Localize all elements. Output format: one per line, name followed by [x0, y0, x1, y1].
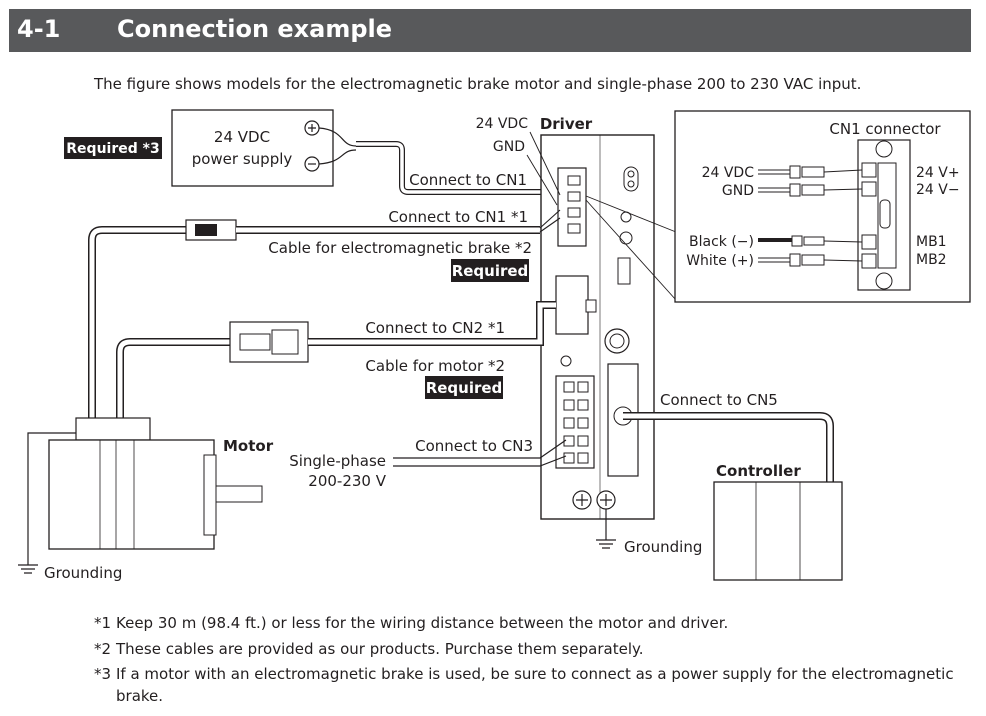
footnote-2-text: These cables are provided as our product… — [116, 640, 644, 658]
footnote-3-continued: brake. — [116, 687, 164, 705]
required-badge-motor-label: Required — [426, 379, 503, 397]
motor-flange — [75, 417, 151, 441]
cn1-gnd-label: GND — [493, 139, 525, 155]
connect-cn2-label: Connect to CN2 *1 — [365, 319, 505, 337]
power-supply-label-1: 24 VDC — [214, 128, 270, 146]
driver-ground-icon — [596, 539, 616, 549]
footnote-1-mark: *1 — [94, 614, 112, 632]
detail-24vp-label: 24 V+ — [916, 165, 960, 181]
required-badge-brake — [451, 259, 529, 282]
detail-mb2-label: MB2 — [916, 252, 947, 268]
connect-cn1-note-label: Connect to CN1 *1 — [388, 208, 528, 226]
detail-black-label: Black (−) — [689, 234, 754, 250]
detail-mb1-label: MB1 — [916, 234, 947, 250]
detail-white-label: White (+) — [686, 253, 754, 269]
motor-label: Motor — [223, 437, 274, 455]
cn2-port — [555, 275, 589, 335]
power-supply-label-2: power supply — [192, 150, 293, 168]
driver-label: Driver — [540, 115, 593, 133]
dial-icon-2 — [619, 231, 633, 245]
connect-cn1-label: Connect to CN1 — [409, 171, 527, 189]
detail-gnd-label: GND — [722, 183, 754, 199]
motor-ground-icon — [18, 564, 38, 574]
required-badge-3 — [64, 137, 162, 159]
power-supply-box — [171, 109, 334, 187]
motor-grounding-label: Grounding — [44, 564, 122, 582]
cn1-connector-title: CN1 connector — [829, 120, 941, 138]
section-title: Connection example — [117, 15, 393, 43]
connect-cn5-label: Connect to CN5 — [660, 391, 778, 409]
footnote-3: *3 If a motor with an electromagnetic bra… — [94, 665, 954, 683]
cn1-24vdc-label: 24 VDC — [476, 116, 529, 132]
footnote-3-mark: *3 — [94, 665, 112, 683]
required-badge-motor — [425, 376, 503, 399]
motor-body — [48, 439, 215, 550]
dip-switch-icon — [617, 257, 631, 285]
intro-text: The figure shows models for the electrom… — [94, 75, 862, 93]
footnote-1-text: Keep 30 m (98.4 ft.) or less for the wir… — [116, 614, 729, 632]
required-badge-3-label: Required *3 — [66, 141, 159, 157]
footnote-3-text: If a motor with an electromagnetic brake… — [116, 665, 954, 683]
single-phase-label-1: Single-phase — [289, 452, 386, 470]
single-phase-label-2: 200-230 V — [308, 472, 386, 490]
controller-box — [713, 481, 843, 581]
motor-shaft — [215, 485, 263, 503]
driver-grounding-label: Grounding — [624, 538, 702, 556]
charge-led-icon — [560, 355, 572, 367]
detail-24vm-label: 24 V− — [916, 182, 960, 198]
required-badge-brake-label: Required — [452, 262, 529, 280]
brake-cable-label: Cable for electromagnetic brake *2 — [268, 239, 532, 257]
footnote-1: *1 Keep 30 m (98.4 ft.) or less for the w… — [94, 614, 728, 632]
controller-label: Controller — [716, 462, 801, 480]
footnote-2-mark: *2 — [94, 640, 112, 658]
motor-cable-label: Cable for motor *2 — [365, 357, 505, 375]
section-header: 4-1 Connection example — [9, 9, 971, 52]
detail-24vdc-label: 24 VDC — [702, 165, 755, 181]
connect-cn3-label: Connect to CN3 — [415, 437, 533, 455]
footnote-2: *2 These cables are provided as our produ… — [94, 640, 644, 658]
section-number: 4-1 — [17, 15, 61, 43]
cn1-connector-detail — [674, 110, 971, 303]
